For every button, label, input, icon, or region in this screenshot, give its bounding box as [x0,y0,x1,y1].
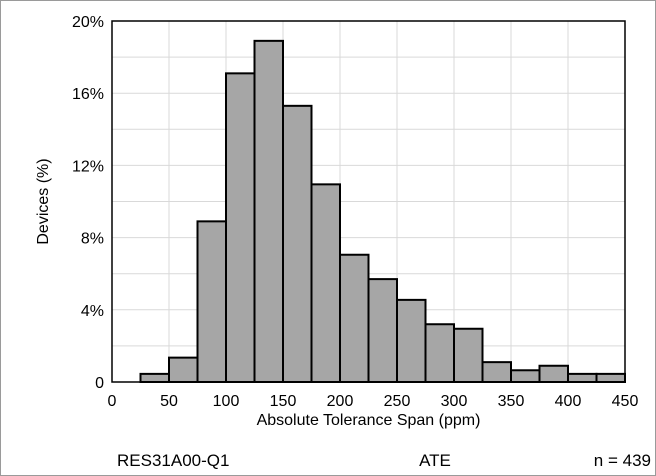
x-tick-label: 200 [327,393,354,410]
x-tick-label: 150 [270,393,297,410]
y-tick-label: 8% [81,231,104,248]
x-tick-label: 250 [384,393,411,410]
footer-test-method: ATE [419,451,451,470]
x-tick-label: 400 [555,393,582,410]
histogram-bar [396,298,427,383]
x-axis-title: Absolute Tolerance Span (ppm) [257,412,481,429]
histogram-bar [367,278,398,383]
histogram-bars [139,39,626,384]
y-tick-label: 4% [81,303,104,320]
histogram-bar [424,323,455,383]
x-tick-label: 300 [441,393,468,410]
x-tick-label: 50 [160,393,178,410]
footer-sample-size: n = 439 [594,451,651,470]
y-axis-title: Devices (%) [35,158,52,244]
histogram-bar [481,361,512,383]
histogram-bar [253,39,284,383]
histogram-bar [282,104,313,384]
y-axis-tick-labels: 0 4% 8% 12% 16% 20% [72,14,104,392]
footer-device-name: RES31A00-Q1 [117,451,229,470]
y-tick-label: 20% [72,14,104,31]
histogram-bar [225,72,256,383]
plot-area-border [111,20,626,383]
histogram-bar [538,364,569,384]
x-tick-label: 350 [498,393,525,410]
x-tick-label: 0 [108,393,117,410]
histogram-bar [453,327,484,384]
y-tick-label: 12% [72,158,104,175]
histogram-bar [196,220,227,383]
histogram-bar [310,183,341,383]
histogram-bar [567,372,598,384]
x-tick-label: 100 [213,393,240,410]
x-axis-tick-labels: 0 50 100 150 200 250 300 350 400 450 [108,393,639,410]
y-tick-label: 16% [72,86,104,103]
y-tick-label: 0 [95,375,104,392]
histogram-bar [139,372,170,384]
histogram-bar [168,356,199,384]
histogram-bar [510,369,541,383]
histogram-bar [339,253,370,383]
x-tick-label: 450 [612,393,639,410]
histogram-bar [595,372,626,384]
